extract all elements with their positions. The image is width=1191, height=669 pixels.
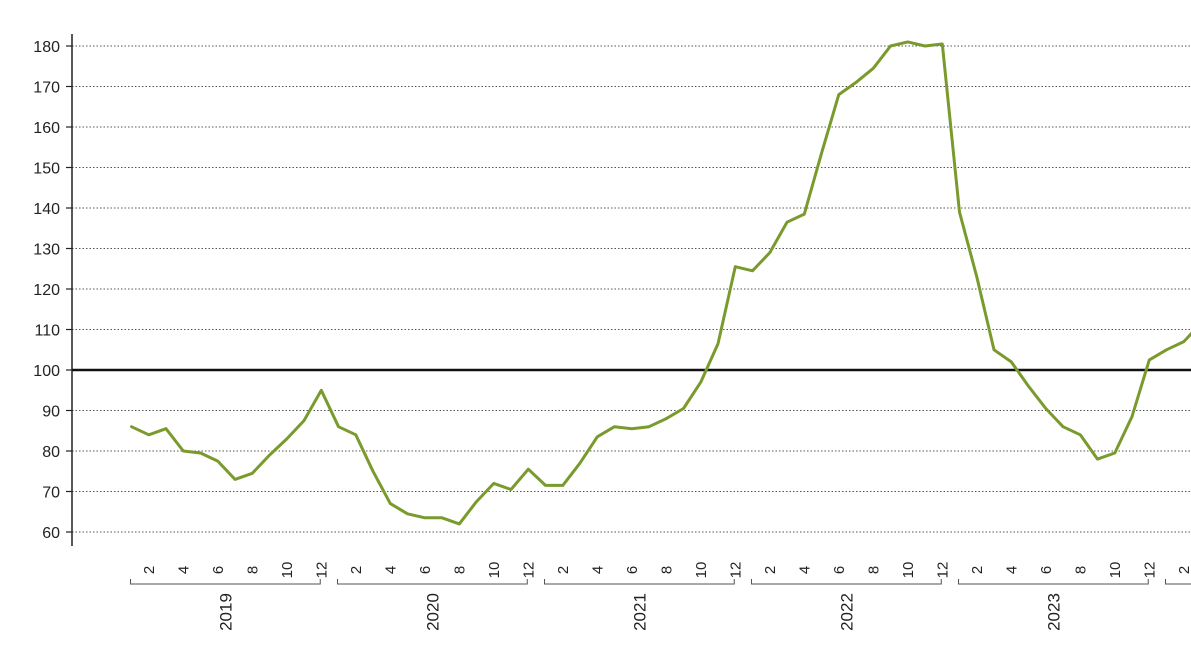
year-bracket [751, 579, 942, 585]
x-tick-label: 4 [796, 566, 813, 574]
x-tick-label: 12 [727, 562, 744, 579]
x-axis: 2 4 6 8 10 12 2019 2 4 6 8 10 12 2020 2 4 6 8 10 12 2021 2 4 6 8… [130, 562, 1191, 631]
year-label: 2021 [630, 593, 649, 631]
x-tick-label: 2 [348, 566, 365, 574]
y-tick-label: 90 [42, 404, 60, 421]
x-tick-label: 8 [1072, 566, 1089, 574]
x-tick-label: 12 [934, 562, 951, 579]
year-bracket [130, 579, 321, 585]
year-bracket [958, 579, 1149, 585]
y-axis-ticks: 60 70 80 90 100 110 120 130 140 150 160 170 180 [33, 39, 72, 542]
x-tick-label: 2 [1176, 566, 1191, 574]
y-tick-label: 120 [33, 282, 60, 299]
x-tick-label: 4 [1003, 566, 1020, 574]
y-tick-label: 150 [33, 161, 60, 178]
x-tick-label: 12 [1141, 562, 1158, 579]
y-tick-label: 80 [42, 444, 60, 461]
year-bracket [544, 579, 735, 585]
y-tick-label: 130 [33, 242, 60, 259]
year-label: 2023 [1044, 593, 1063, 631]
x-tick-label: 6 [624, 566, 641, 574]
x-tick-label: 4 [175, 566, 192, 574]
x-tick-label: 10 [900, 562, 917, 579]
y-tick-label: 160 [33, 120, 60, 137]
x-tick-label: 4 [382, 566, 399, 574]
x-tick-label: 10 [1107, 562, 1124, 579]
x-tick-label: 10 [693, 562, 710, 579]
x-tick-label: 6 [831, 566, 848, 574]
x-tick-label: 4 [589, 566, 606, 574]
y-tick-label: 140 [33, 201, 60, 218]
y-tick-label: 70 [42, 485, 60, 502]
x-tick-label: 6 [1038, 566, 1055, 574]
x-tick-label: 12 [313, 562, 330, 579]
x-tick-label: 2 [969, 566, 986, 574]
x-tick-label: 6 [210, 566, 227, 574]
x-tick-label: 2 [762, 566, 779, 574]
x-tick-label: 2 [141, 566, 158, 574]
year-label: 2019 [216, 593, 235, 631]
x-tick-label: 8 [865, 566, 882, 574]
x-tick-label: 10 [486, 562, 503, 579]
x-tick-label: 8 [451, 566, 468, 574]
y-tick-label: 180 [33, 39, 60, 56]
x-tick-label: 2 [555, 566, 572, 574]
year-label: 2022 [837, 593, 856, 631]
series-line [130, 40, 1191, 526]
year-bracket-partial [1165, 579, 1191, 585]
y-tick-label: 100 [33, 363, 60, 380]
x-tick-label: 8 [244, 566, 261, 574]
x-tick-label: 10 [279, 562, 296, 579]
y-tick-label: 110 [34, 323, 60, 340]
x-tick-label: 12 [520, 562, 537, 579]
grid-lines [72, 45, 1191, 533]
y-tick-label: 170 [33, 80, 60, 97]
x-tick-label: 6 [417, 566, 434, 574]
x-tick-label: 8 [658, 566, 675, 574]
year-bracket [337, 579, 528, 585]
y-tick-label: 60 [42, 525, 60, 542]
year-label: 2020 [423, 593, 442, 631]
